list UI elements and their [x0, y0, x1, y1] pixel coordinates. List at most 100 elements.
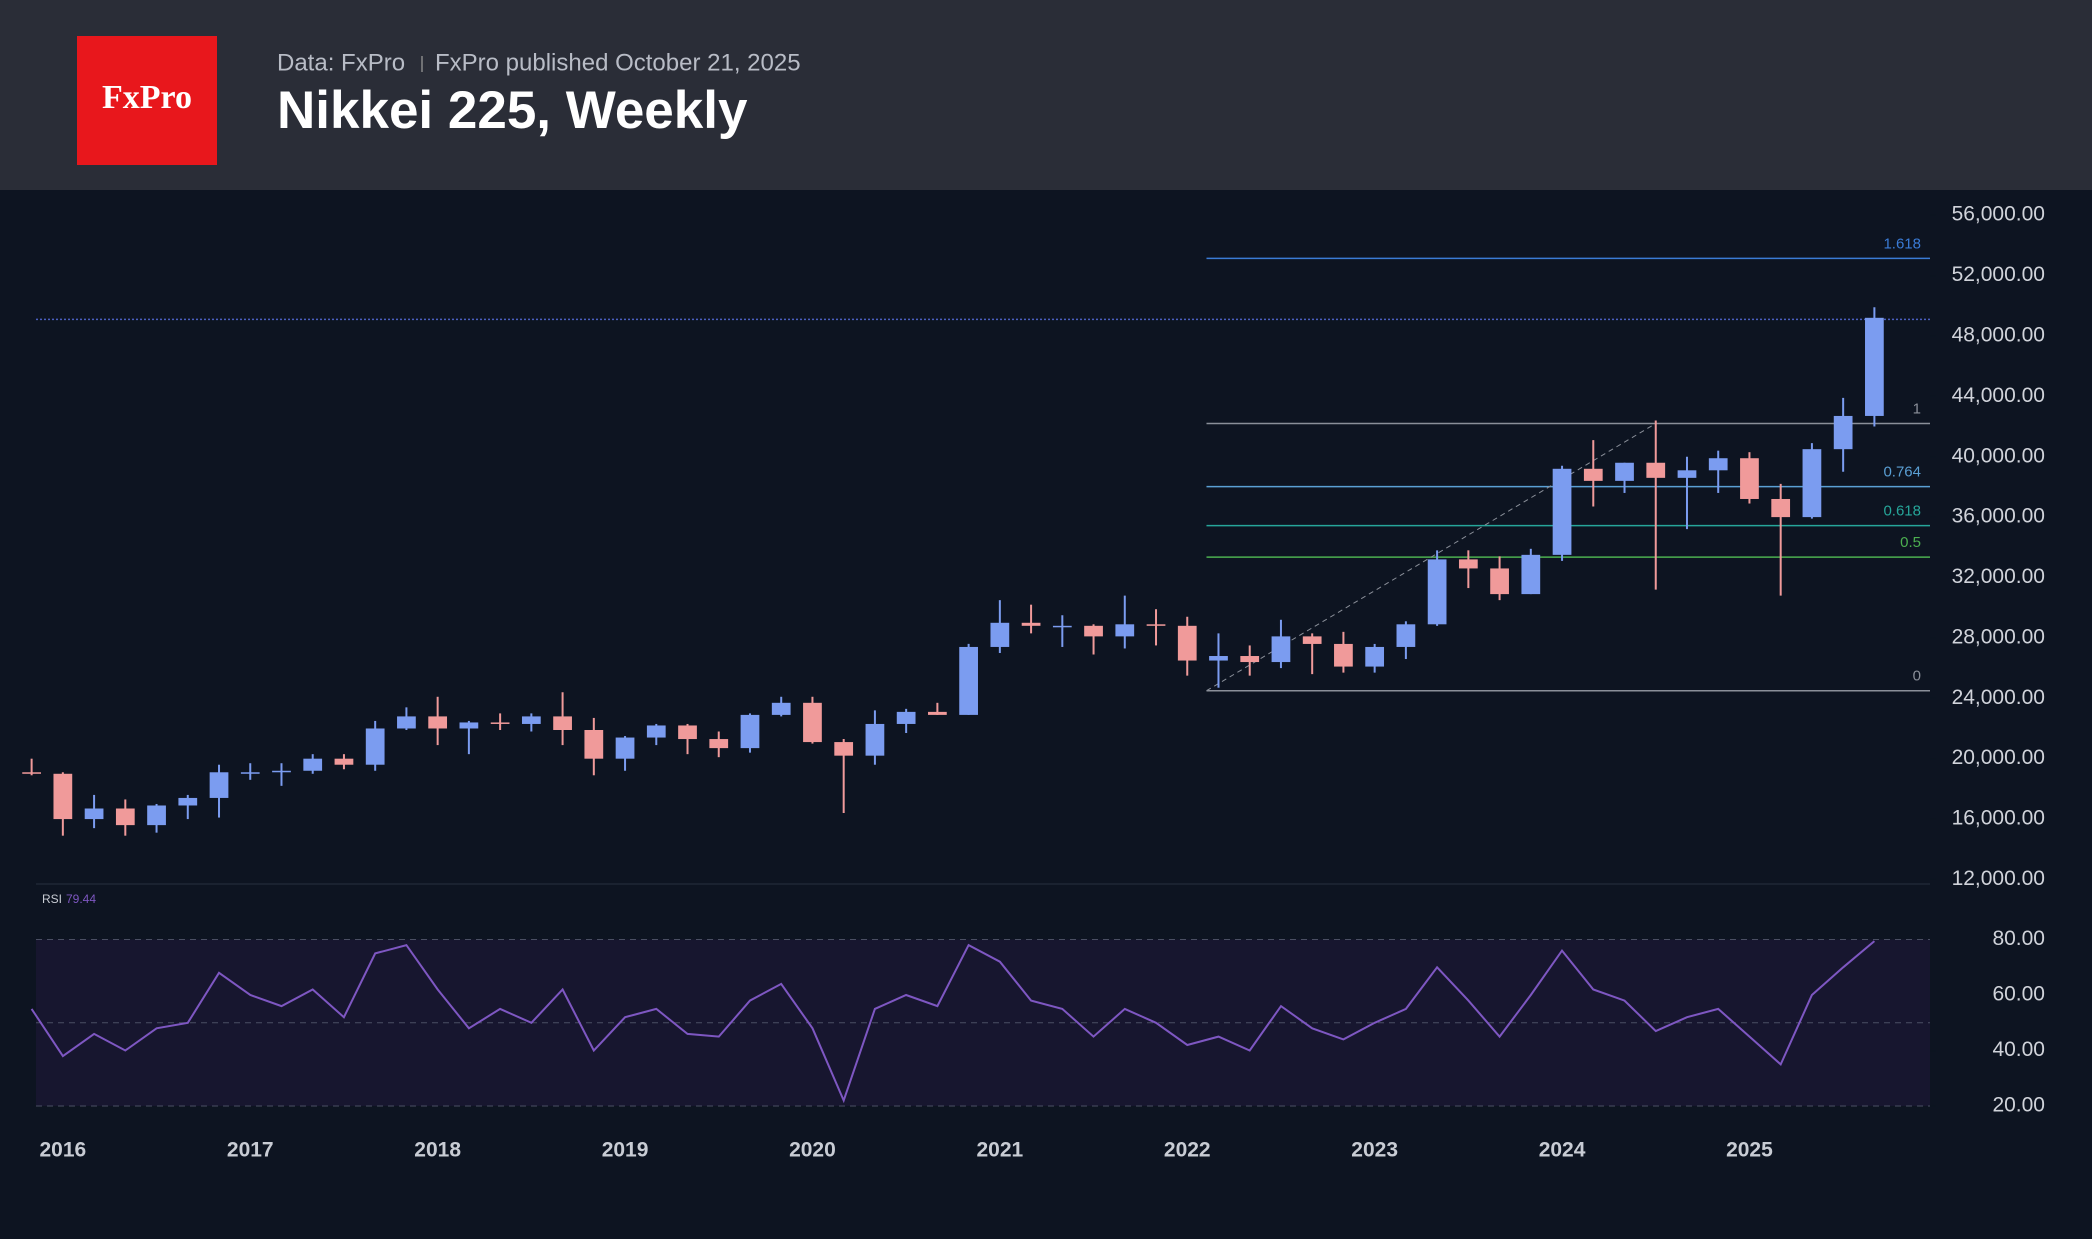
- candle-body: [115, 808, 135, 826]
- candle-body: [1521, 554, 1541, 595]
- candle-body: [1740, 458, 1759, 499]
- fib-label: 1.618: [1883, 235, 1921, 252]
- x-tick-label: 2020: [789, 1139, 836, 1162]
- rsi-tick-label: 60.00: [1992, 983, 2045, 1006]
- candle-body: [584, 729, 604, 759]
- candle-body: [1615, 462, 1634, 481]
- fib-label: 0.764: [1883, 464, 1921, 481]
- fib-label: 1: [1913, 400, 1921, 417]
- candle-body: [1583, 468, 1603, 481]
- candle-body: [896, 711, 916, 724]
- y-tick-label: 28,000.00: [1952, 625, 2045, 648]
- y-tick-label: 24,000.00: [1952, 686, 2045, 709]
- candle-body: [928, 711, 947, 715]
- x-tick-label: 2024: [1539, 1139, 1586, 1162]
- candle-body: [490, 722, 510, 724]
- candle-body: [834, 742, 854, 756]
- candle-body: [1334, 643, 1353, 667]
- x-tick-label: 2018: [414, 1139, 461, 1162]
- y-tick-label: 52,000.00: [1952, 263, 2045, 286]
- rsi-tick-label: 20.00: [1992, 1094, 2045, 1117]
- y-tick-label: 48,000.00: [1952, 323, 2045, 346]
- published: FxPro published October 21, 2025: [435, 49, 801, 76]
- candle-body: [209, 772, 229, 798]
- candle-body: [709, 739, 729, 749]
- candle-body: [1802, 449, 1822, 518]
- fib-label: 0.5: [1900, 534, 1921, 551]
- y-tick-label: 20,000.00: [1952, 746, 2045, 769]
- trend-line: [1206, 423, 1657, 692]
- candle-body: [1771, 498, 1791, 518]
- x-tick-label: 2016: [39, 1139, 86, 1162]
- candle-body: [428, 716, 448, 729]
- candle-body: [272, 770, 291, 773]
- candle-body: [459, 722, 479, 729]
- candle-body: [147, 805, 166, 826]
- candle-body: [53, 773, 73, 820]
- x-tick-label: 2019: [602, 1139, 649, 1162]
- rsi-value: 79.44: [66, 892, 96, 906]
- candle-body: [615, 737, 635, 759]
- candle-body: [1271, 636, 1291, 663]
- candle-body: [1458, 559, 1478, 569]
- candle-body: [1677, 470, 1697, 478]
- y-tick-label: 12,000.00: [1952, 867, 2045, 890]
- rsi-name: RSI: [42, 892, 62, 906]
- candle-body: [178, 797, 198, 806]
- x-tick-label: 2017: [227, 1139, 274, 1162]
- candle-body: [521, 716, 541, 724]
- y-tick-label: 32,000.00: [1952, 565, 2045, 588]
- candle-body: [1146, 624, 1166, 626]
- x-tick-label: 2021: [976, 1139, 1023, 1162]
- candle-body: [1490, 568, 1509, 595]
- header-bg: [0, 0, 2092, 190]
- candle-body: [1833, 415, 1853, 450]
- rsi-tick-label: 80.00: [1992, 927, 2045, 950]
- candle-body: [553, 716, 572, 730]
- candle-body: [1365, 646, 1385, 667]
- candle-body: [22, 772, 41, 774]
- rsi-line: [30, 940, 1876, 1104]
- candle-body: [1021, 622, 1041, 626]
- candle-body: [771, 702, 791, 715]
- logo: [77, 36, 217, 165]
- candle-body: [365, 728, 385, 765]
- candle-body: [1646, 462, 1666, 478]
- candle-body: [84, 808, 104, 820]
- logo-text: FxPro: [102, 79, 192, 116]
- candle-body: [1427, 559, 1447, 625]
- candle-body: [1396, 624, 1416, 647]
- candle-body: [1084, 625, 1103, 637]
- candle-body: [1115, 624, 1135, 637]
- candle-body: [678, 725, 697, 740]
- rsi-tick-label: 40.00: [1992, 1038, 2045, 1061]
- x-tick-label: 2022: [1164, 1139, 1211, 1162]
- source: Data: FxPro: [277, 49, 405, 76]
- candle-body: [397, 716, 416, 729]
- candle-body: [1209, 656, 1228, 661]
- chart-title: Nikkei 225, Weekly: [277, 81, 748, 140]
- candle-body: [1552, 468, 1572, 555]
- candle-body: [1302, 636, 1322, 644]
- candle-body: [240, 772, 260, 774]
- candle-body: [1865, 317, 1884, 416]
- fib-label: 0.618: [1883, 503, 1921, 520]
- candle-body: [646, 725, 666, 738]
- x-tick-label: 2025: [1726, 1139, 1773, 1162]
- candle-body: [959, 646, 978, 715]
- candle-body: [1177, 625, 1197, 661]
- fib-label: 0: [1913, 668, 1921, 685]
- candle-body: [303, 758, 323, 771]
- y-tick-label: 44,000.00: [1952, 384, 2045, 407]
- candle-body: [1052, 625, 1072, 628]
- x-tick-label: 2023: [1351, 1139, 1398, 1162]
- y-tick-label: 56,000.00: [1952, 203, 2045, 226]
- candle-body: [1708, 458, 1728, 471]
- candle-body: [740, 714, 760, 749]
- y-tick-label: 36,000.00: [1952, 505, 2045, 528]
- y-tick-label: 16,000.00: [1952, 807, 2045, 830]
- candle-body: [990, 622, 1010, 647]
- y-tick-label: 40,000.00: [1952, 444, 2045, 467]
